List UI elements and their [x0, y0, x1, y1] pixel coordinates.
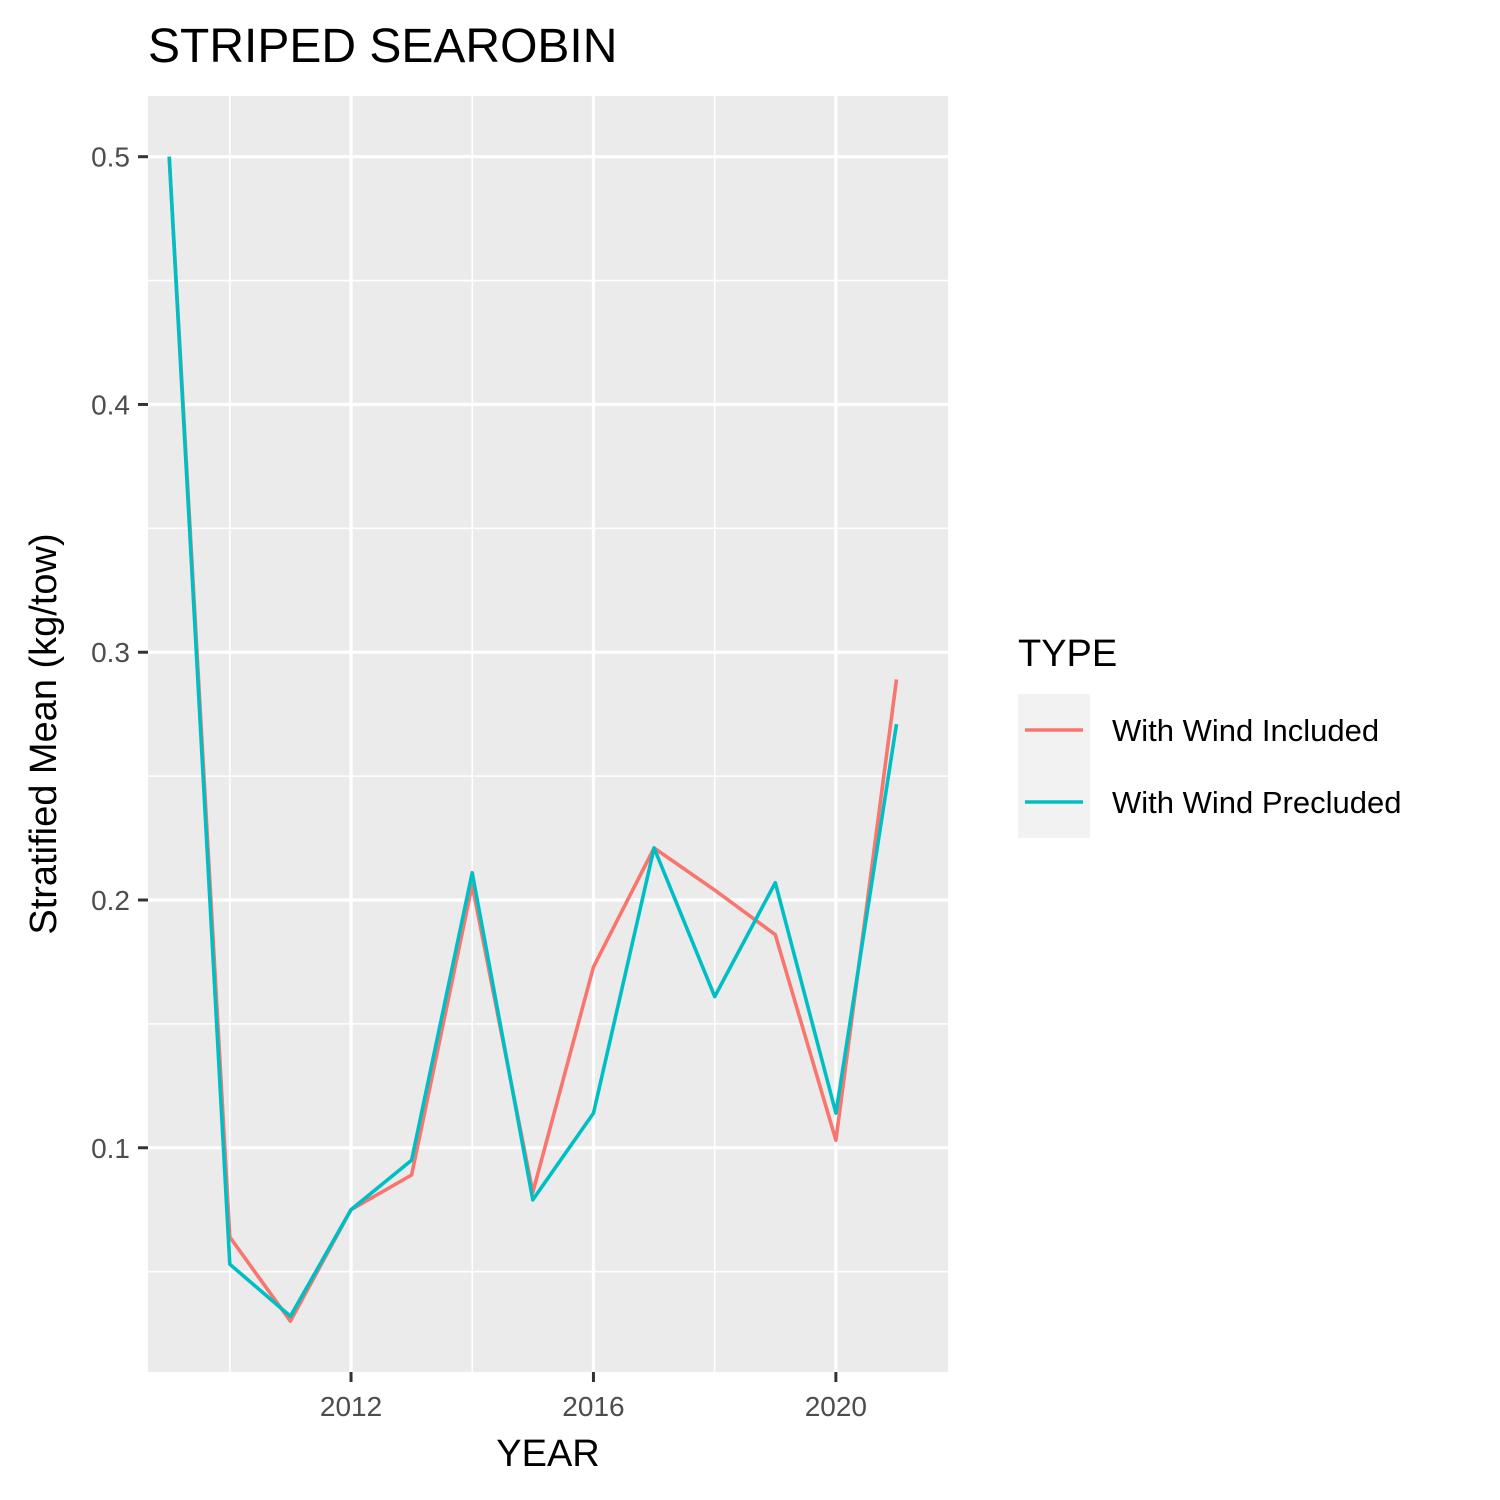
y-axis-title: Stratified Mean (kg/tow) — [23, 533, 65, 934]
legend-label-1: With Wind Included — [1112, 713, 1379, 748]
y-tick-label: 0.4 — [91, 389, 130, 420]
x-tick-label: 2012 — [320, 1391, 382, 1422]
grid-lines — [148, 96, 948, 1372]
series-lines — [167, 156, 899, 1323]
x-axis-title: YEAR — [496, 1433, 599, 1475]
x-axis: 2012 2016 2020 — [320, 1372, 867, 1422]
plot-panel — [148, 96, 948, 1372]
y-tick-label: 0.3 — [91, 637, 130, 668]
legend-key-background — [1018, 694, 1090, 838]
y-tick-label: 0.1 — [91, 1133, 130, 1164]
x-tick-label: 2020 — [805, 1391, 867, 1422]
chart-title: STRIPED SEAROBIN — [148, 20, 617, 73]
y-tick-label: 0.2 — [91, 885, 130, 916]
series-line-2 — [167, 156, 899, 1319]
y-tick-label: 0.5 — [91, 142, 130, 173]
y-axis: 0.1 0.2 0.3 0.4 0.5 — [91, 142, 148, 1164]
legend-title: TYPE — [1018, 633, 1117, 675]
x-tick-label: 2016 — [562, 1391, 624, 1422]
legend: TYPE With Wind Included With Wind Preclud… — [1018, 633, 1401, 838]
legend-label-2: With Wind Precluded — [1112, 785, 1401, 820]
